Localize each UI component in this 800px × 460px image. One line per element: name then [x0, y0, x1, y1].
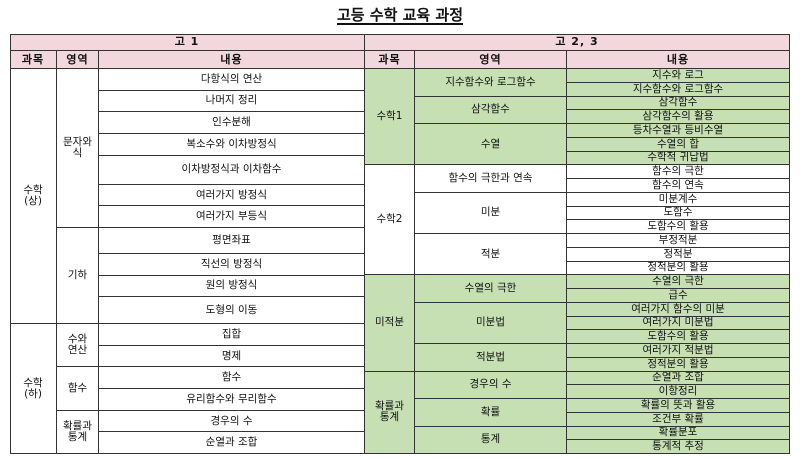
right-content-item: 도함수의 활용: [567, 220, 790, 234]
left-content-item: 유리함수와 무리함수: [99, 389, 365, 411]
left-content-item: 나머지 정리: [99, 90, 365, 113]
left-content-item: 경우의 수: [99, 410, 365, 433]
right-col-subject: 과목: [365, 51, 415, 69]
right-content-item: 정적분의 활용: [567, 261, 790, 276]
left-area: 기하: [57, 227, 99, 325]
right-area: 수열의 극한: [415, 275, 567, 303]
left-content-item: 여러가지 부등식: [99, 206, 365, 228]
right-content-item: 삼각함수: [567, 96, 790, 111]
right-content-item: 순열과 조합: [567, 371, 790, 386]
right-subject: 수학2: [365, 165, 415, 276]
left-area: 문자와 식: [57, 69, 99, 228]
left-content-item: 원의 방정식: [99, 275, 365, 298]
right-content-item: 통계적 추정: [567, 440, 790, 454]
right-content-item: 여러가지 함수의 미분: [567, 302, 790, 317]
left-col-content: 내용: [99, 51, 365, 69]
right-col-content: 내용: [567, 51, 790, 69]
right-subject: 수학1: [365, 69, 415, 166]
left-content-item: 함수: [99, 367, 365, 390]
right-area: 통계: [415, 426, 567, 454]
right-content-item: 등차수열과 등비수열: [567, 124, 790, 138]
right-content-item: 수열의 합: [567, 137, 790, 152]
left-content-item: 여러가지 방정식: [99, 184, 365, 207]
right-area: 적분법: [415, 344, 567, 372]
right-area: 적분: [415, 234, 567, 276]
right-area: 확률: [415, 399, 567, 427]
left-col-area: 영역: [57, 51, 99, 69]
right-content-item: 확률의 뜻과 활용: [567, 399, 790, 413]
left-area: 확률과 통계: [57, 410, 99, 454]
left-content-item: 다항식의 연산: [99, 69, 365, 91]
right-area: 지수함수와 로그함수: [415, 69, 567, 97]
right-content-item: 수학적 귀납법: [567, 151, 790, 166]
right-area: 함수의 극한과 연속: [415, 165, 567, 193]
right-content-item: 급수: [567, 289, 790, 303]
left-col-subject: 과목: [10, 51, 57, 69]
left-grade-header: 고 1: [10, 34, 365, 51]
left-content-item: 명제: [99, 345, 365, 368]
left-area: 함수: [57, 367, 99, 411]
page-title: 고등 수학 교육 과정: [336, 6, 464, 24]
right-content-item: 미분계수: [567, 192, 790, 207]
right-area: 경우의 수: [415, 371, 567, 399]
right-grade-header: 고 2, 3: [365, 34, 790, 51]
left-content-item: 이차방정식과 이차함수: [99, 155, 365, 185]
left-subject: 수학 (하): [10, 324, 57, 454]
right-content-item: 함수의 극한: [567, 165, 790, 179]
left-content-item: 복소수와 이차방정식: [99, 133, 365, 156]
right-area: 삼각함수: [415, 96, 567, 124]
left-content-item: 순열과 조합: [99, 432, 365, 454]
left-subject: 수학 (상): [10, 69, 57, 325]
right-content-item: 도함수의 활용: [567, 330, 790, 344]
right-content-item: 정적분의 활용: [567, 357, 790, 372]
left-content-item: 직선의 방정식: [99, 253, 365, 276]
right-content-item: 지수함수와 로그함수: [567, 82, 790, 97]
right-content-item: 확률분포: [567, 426, 790, 441]
left-content-item: 인수분해: [99, 112, 365, 134]
right-area: 미분: [415, 192, 567, 234]
right-content-item: 지수와 로그: [567, 69, 790, 83]
right-area: 미분법: [415, 302, 567, 344]
right-content-item: 조건부 확률: [567, 412, 790, 427]
right-col-area: 영역: [415, 51, 567, 69]
right-subject: 확률과 통계: [365, 371, 415, 454]
right-content-item: 여러가지 미분법: [567, 316, 790, 331]
left-content-item: 평면좌표: [99, 227, 365, 254]
right-content-item: 이항정리: [567, 385, 790, 399]
right-content-item: 부정적분: [567, 234, 790, 248]
right-content-item: 수열의 극한: [567, 275, 790, 289]
right-content-item: 정적분: [567, 247, 790, 262]
right-subject: 미적분: [365, 275, 415, 372]
right-content-item: 도함수: [567, 206, 790, 221]
right-content-item: 함수의 연속: [567, 179, 790, 193]
left-area: 수와 연산: [57, 324, 99, 368]
left-content-item: 집합: [99, 324, 365, 346]
curriculum-table: 고 1 과목 영역 내용 수학 (상) 문자와 식 다항식의 연산 나머지 정리 인수분해 복소수…: [10, 34, 790, 454]
right-area: 수열: [415, 124, 567, 166]
right-content-item: 여러가지 적분법: [567, 344, 790, 358]
right-content-item: 삼각함수의 활용: [567, 110, 790, 124]
left-content-item: 도형의 이동: [99, 297, 365, 325]
